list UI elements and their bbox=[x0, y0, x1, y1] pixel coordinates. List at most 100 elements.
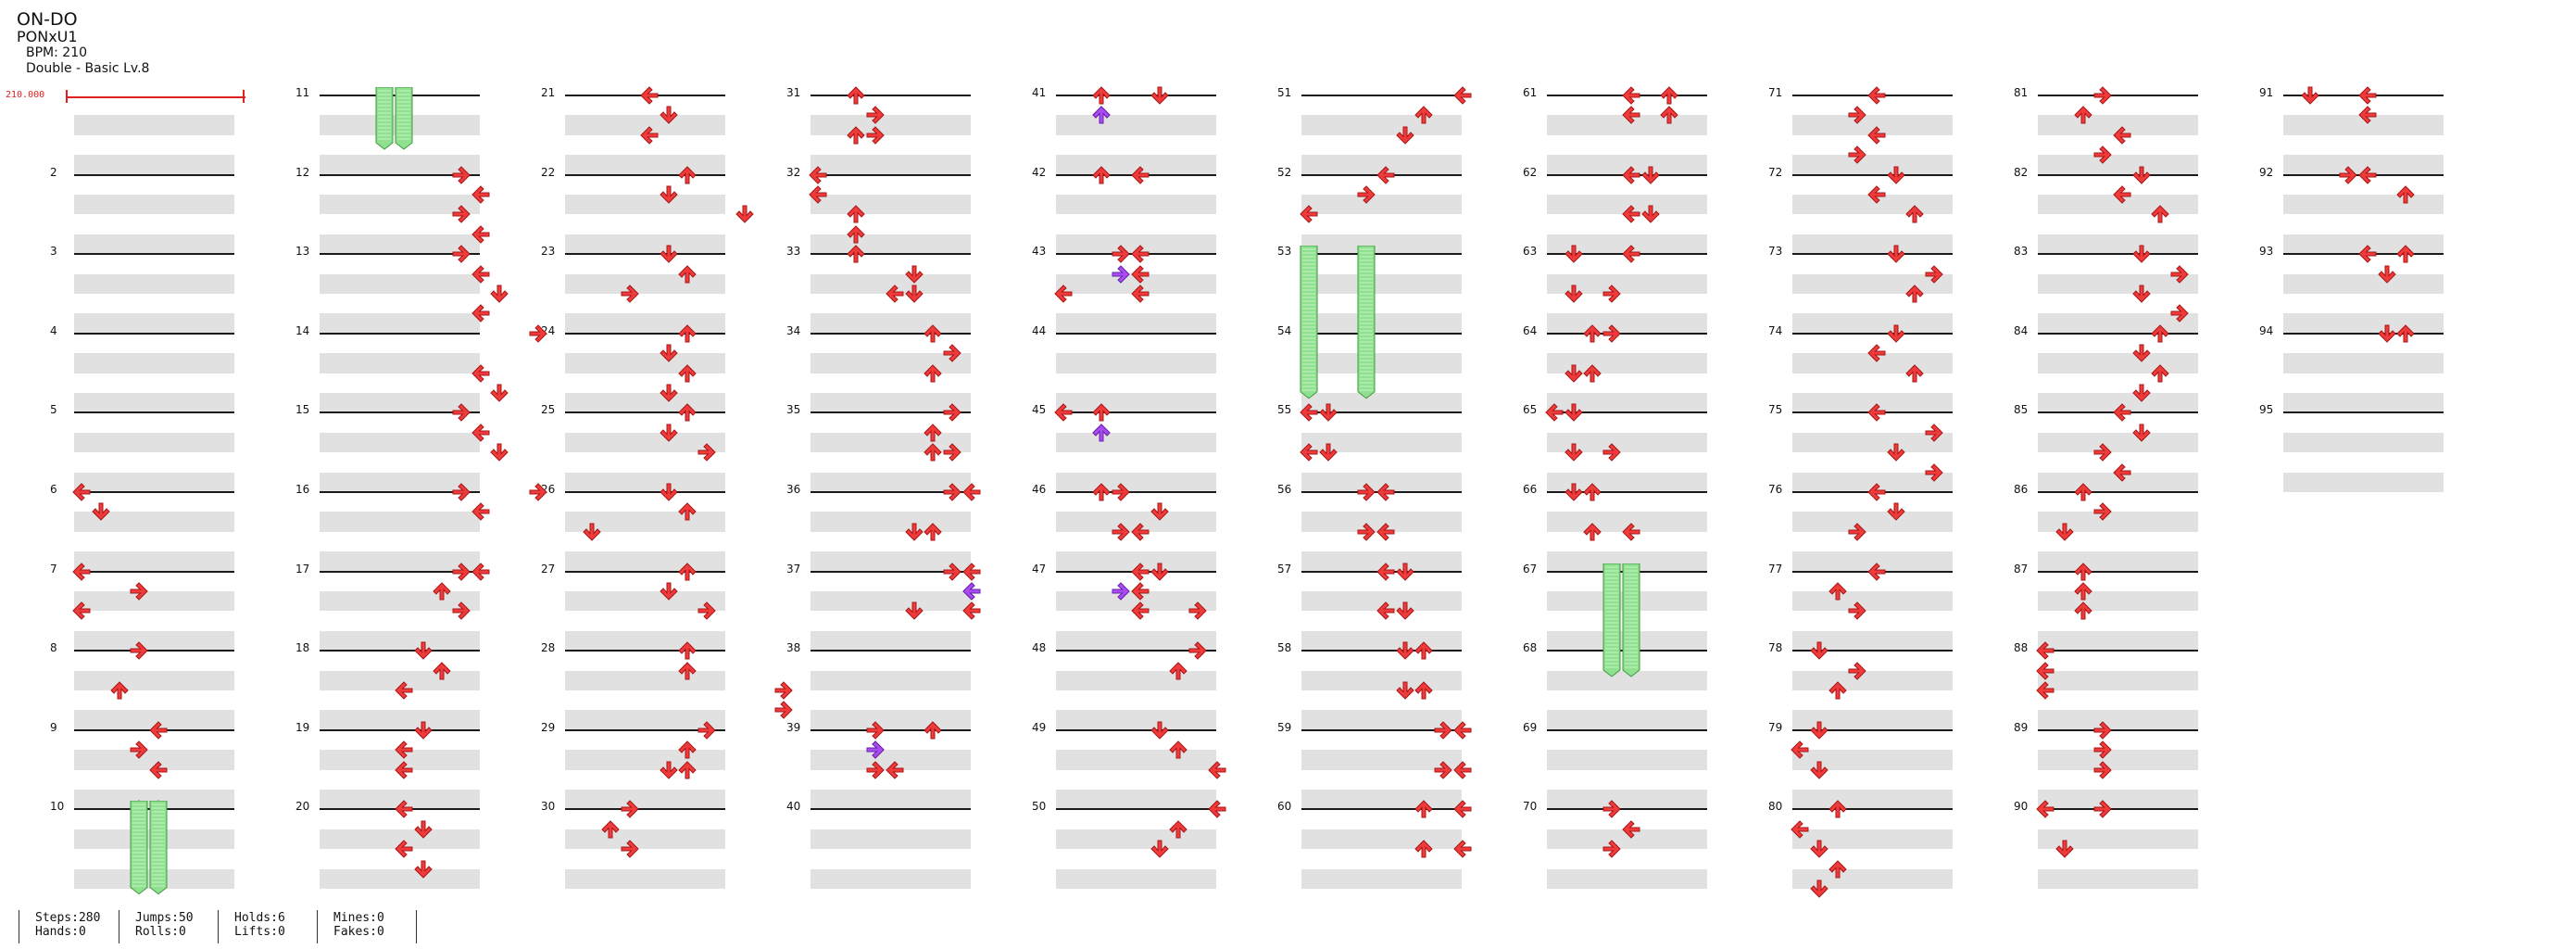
beat-band bbox=[2283, 155, 2444, 175]
measure-line bbox=[2283, 411, 2444, 414]
arrow-up-icon bbox=[678, 562, 697, 581]
arrow-down-icon bbox=[2131, 344, 2151, 362]
arrow-up-icon bbox=[2074, 562, 2093, 581]
measure-number: 25 bbox=[541, 403, 556, 417]
arrow-down-icon bbox=[1886, 502, 1905, 522]
arrow-down-icon bbox=[1809, 840, 1828, 858]
arrow-purple-left-icon bbox=[961, 582, 981, 601]
beat-band bbox=[1301, 710, 1462, 730]
measure-number: 91 bbox=[2259, 86, 2274, 99]
beat-band bbox=[1792, 313, 1953, 334]
beat-band bbox=[1301, 273, 1462, 294]
beat-band bbox=[1547, 710, 1707, 730]
beat-band bbox=[810, 829, 971, 850]
stat-mines: Mines:0 bbox=[333, 911, 384, 925]
arrow-left-icon bbox=[1452, 800, 1472, 819]
beat-band bbox=[1056, 393, 1216, 413]
beat-band bbox=[1547, 868, 1707, 889]
beat-band bbox=[1056, 591, 1216, 612]
arrow-left-icon bbox=[1622, 523, 1640, 541]
bpm-marker-tick-left bbox=[66, 90, 68, 103]
beat-band bbox=[1301, 353, 1462, 373]
arrow-right-icon bbox=[2093, 721, 2112, 740]
arrow-left-icon bbox=[395, 840, 413, 858]
measure-number: 81 bbox=[2014, 86, 2029, 99]
arrow-down-icon bbox=[659, 483, 678, 501]
stat-rolls: Rolls:0 bbox=[135, 925, 186, 939]
measure-number: 63 bbox=[1523, 245, 1538, 259]
measure-number: 85 bbox=[2014, 403, 2029, 417]
beat-band bbox=[1547, 790, 1707, 810]
arrow-left-icon bbox=[1300, 205, 1318, 224]
measure-line bbox=[1301, 650, 1462, 652]
stat-lifts: Lifts:0 bbox=[234, 925, 285, 939]
arrow-left-icon bbox=[1300, 403, 1318, 423]
beat-band bbox=[565, 591, 725, 612]
arrow-up-icon bbox=[847, 245, 866, 263]
arrow-left-icon bbox=[1867, 562, 1886, 581]
arrow-left-icon bbox=[1791, 820, 1809, 839]
measure-number: 79 bbox=[1768, 720, 1783, 734]
arrow-right-icon bbox=[2170, 304, 2189, 323]
arrow-up-icon bbox=[1905, 285, 1924, 303]
beat-band bbox=[74, 790, 234, 810]
measure-number: 17 bbox=[295, 562, 310, 576]
arrow-left-icon bbox=[961, 483, 981, 501]
stat-jumps: Jumps:50 bbox=[135, 911, 194, 925]
arrow-up-icon bbox=[678, 760, 697, 779]
beat-band bbox=[2038, 710, 2198, 730]
arrow-left-icon bbox=[471, 304, 490, 323]
arrow-up-icon bbox=[847, 225, 866, 244]
measure-number: 67 bbox=[1523, 562, 1538, 576]
arrow-up-icon bbox=[678, 641, 697, 660]
arrow-up-icon bbox=[1583, 363, 1602, 383]
measure-line bbox=[2038, 173, 2198, 176]
measure-number: 39 bbox=[786, 720, 801, 734]
measure-number: 82 bbox=[2014, 165, 2029, 179]
arrow-left-icon bbox=[1131, 165, 1150, 184]
beat-band bbox=[74, 472, 234, 492]
arrow-left-icon bbox=[1376, 523, 1395, 541]
measure-number: 73 bbox=[1768, 245, 1783, 259]
arrow-up-icon bbox=[2396, 245, 2415, 263]
arrow-purple-up-icon bbox=[1092, 106, 1112, 124]
arrow-up-icon bbox=[678, 363, 697, 383]
measure-line bbox=[1547, 808, 1707, 811]
beat-band bbox=[1547, 670, 1707, 690]
arrow-down-icon bbox=[659, 384, 678, 402]
measure-number: 78 bbox=[1768, 641, 1783, 655]
measure-number: 83 bbox=[2014, 245, 2029, 259]
arrow-down-icon bbox=[1564, 443, 1583, 462]
arrow-purple-right-icon bbox=[866, 740, 885, 759]
beat-band bbox=[74, 432, 234, 453]
arrow-down-icon bbox=[1564, 483, 1583, 501]
beat-band bbox=[565, 155, 725, 175]
arrow-right-icon bbox=[774, 701, 793, 720]
measure-number: 70 bbox=[1523, 800, 1538, 814]
measure-number: 88 bbox=[2014, 641, 2029, 655]
beat-band bbox=[1056, 512, 1216, 532]
arrow-up-icon bbox=[678, 502, 697, 521]
arrow-left-icon bbox=[2113, 462, 2131, 482]
arrow-left-icon bbox=[1376, 562, 1395, 581]
hold-note bbox=[149, 801, 168, 895]
arrow-right-icon bbox=[1602, 443, 1621, 462]
beat-band bbox=[74, 353, 234, 373]
beat-band bbox=[1301, 630, 1462, 652]
arrow-right-icon bbox=[1188, 601, 1207, 621]
arrow-left-icon bbox=[1452, 86, 1472, 105]
beat-band bbox=[2283, 115, 2444, 135]
arrow-left-icon bbox=[149, 760, 168, 779]
arrow-up-icon bbox=[924, 424, 942, 442]
stat-hands: Hands:0 bbox=[35, 925, 86, 939]
arrow-down-icon bbox=[1640, 205, 1660, 224]
measure-line bbox=[74, 570, 234, 573]
arrow-left-icon bbox=[1622, 205, 1640, 224]
beat-band bbox=[1547, 829, 1707, 850]
measure-line bbox=[320, 491, 480, 493]
measure-line bbox=[565, 332, 725, 335]
beat-band bbox=[1056, 115, 1216, 135]
measure-number: 2 bbox=[50, 165, 57, 179]
arrow-down-icon bbox=[2377, 324, 2396, 343]
measure-number: 47 bbox=[1032, 562, 1047, 576]
